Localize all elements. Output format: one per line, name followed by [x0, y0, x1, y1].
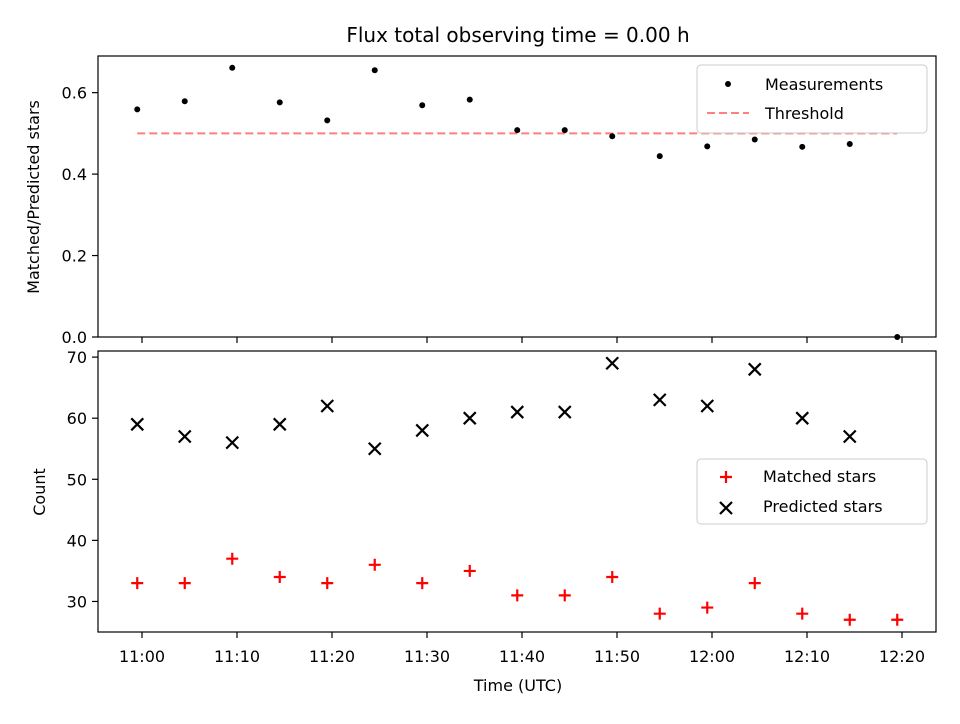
top-axes-frame — [97, 55, 937, 338]
bottom-x-tick-label: 11:20 — [309, 647, 355, 666]
top-y-tick-label: 0.0 — [62, 328, 87, 347]
matched-star-point — [701, 601, 714, 614]
measurement-point — [466, 96, 473, 103]
predicted-star-point — [320, 399, 335, 413]
measurement-point — [371, 67, 378, 74]
measurement-point — [181, 98, 188, 105]
predicted-star-point — [747, 362, 762, 377]
measurement-point — [704, 143, 711, 150]
top-y-tick-label: 0.4 — [62, 165, 87, 184]
predicted-star-point — [795, 411, 810, 425]
predicted-star-point — [367, 441, 382, 456]
measurement-point — [514, 127, 521, 134]
bottom-plot-area — [130, 356, 904, 626]
measurement-point — [846, 140, 853, 147]
predicted-star-point — [130, 417, 145, 432]
matched-star-point — [321, 577, 334, 590]
bottom-axes-frame — [97, 350, 937, 633]
predicted-star-point — [700, 399, 715, 413]
predicted-star-point — [225, 435, 240, 450]
measurement-point — [276, 99, 283, 106]
legend-measurements-marker — [725, 81, 731, 87]
bottom-x-tick-label: 11:00 — [119, 647, 165, 666]
legend-matched-marker — [720, 471, 732, 483]
predicted-star-point — [462, 411, 477, 425]
matched-star-point — [748, 577, 761, 590]
bottom-y-tick-label: 40 — [67, 531, 87, 550]
bottom-panel: 30 40 50 60 70 11:00 11:10 11:20 11:30 11:40 11:5… — [30, 348, 937, 695]
predicted-star-point — [177, 429, 192, 444]
legend-predicted-marker — [719, 501, 733, 515]
bottom-x-axis: 11:00 11:10 11:20 11:30 11:40 11:50 12:00 12:10… — [119, 632, 925, 666]
measurement-point — [324, 117, 331, 124]
matched-star-point — [178, 577, 191, 590]
bottom-y-tick-label: 70 — [67, 348, 87, 367]
bottom-y-axis: 30 40 50 60 70 — [67, 348, 98, 611]
bottom-y-axis-label: Count — [30, 468, 49, 516]
top-y-axis-label: Matched/Predicted stars — [24, 100, 43, 294]
measurement-point — [134, 106, 141, 113]
matched-star-point — [891, 613, 904, 626]
legend-threshold-label: Threshold — [764, 104, 844, 123]
measurement-point — [419, 102, 426, 109]
bottom-x-tick-label: 11:10 — [214, 647, 260, 666]
legend-predicted-label: Predicted stars — [763, 497, 883, 516]
matched-star-point — [226, 552, 239, 565]
bottom-y-tick-label: 30 — [67, 592, 87, 611]
measurement-point — [561, 127, 568, 134]
legend-measurements-label: Measurements — [765, 75, 883, 94]
matched-star-point — [796, 607, 809, 620]
matched-star-point — [843, 613, 856, 626]
bottom-x-tick-label: 11:50 — [594, 647, 640, 666]
measurement-point — [799, 143, 806, 150]
matched-star-point — [368, 558, 381, 571]
top-legend-box — [696, 64, 928, 134]
bottom-x-tick-label: 12:00 — [689, 647, 735, 666]
bottom-x-tick-label: 11:40 — [499, 647, 545, 666]
predicted-star-point — [272, 417, 287, 432]
top-panel: 0.0 0.2 0.4 0.6 Matched/Predicted stars Mea… — [24, 55, 937, 347]
legend-matched-label: Matched stars — [763, 467, 876, 486]
bottom-y-tick-label: 60 — [67, 409, 87, 428]
measurement-point — [656, 153, 663, 160]
matched-star-point — [416, 577, 429, 590]
matched-star-point — [511, 589, 524, 602]
matched-star-point — [463, 564, 476, 577]
top-plot-area — [134, 64, 901, 340]
bottom-x-axis-label: Time (UTC) — [473, 676, 562, 695]
bottom-x-tick-label: 11:30 — [404, 647, 450, 666]
top-y-tick-label: 0.2 — [62, 247, 87, 266]
measurement-point — [609, 133, 616, 140]
predicted-star-point — [605, 356, 620, 370]
top-x-ticks — [141, 337, 903, 343]
predicted-star-point — [652, 393, 667, 407]
predicted-star-point — [415, 423, 430, 438]
matched-star-point — [131, 577, 144, 590]
measurement-point — [229, 64, 236, 71]
bottom-x-tick-label: 12:10 — [784, 647, 830, 666]
top-legend: Measurements Threshold — [696, 64, 928, 134]
matched-star-point — [606, 571, 619, 584]
chart-title: Flux total observing time = 0.00 h — [346, 23, 689, 47]
top-y-axis: 0.0 0.2 0.4 0.6 — [62, 84, 98, 347]
measurement-point — [751, 136, 758, 143]
top-y-tick-label: 0.6 — [62, 84, 87, 103]
bottom-x-tick-label: 12:20 — [879, 647, 925, 666]
matched-star-point — [558, 589, 571, 602]
matched-star-point — [653, 607, 666, 620]
predicted-star-point — [510, 405, 525, 419]
bottom-y-tick-label: 50 — [67, 470, 87, 489]
matched-star-point — [273, 571, 286, 584]
bottom-legend-box — [696, 458, 928, 525]
bottom-legend: Matched stars Predicted stars — [696, 458, 928, 525]
predicted-star-point — [557, 405, 572, 419]
predicted-star-point — [842, 429, 857, 444]
